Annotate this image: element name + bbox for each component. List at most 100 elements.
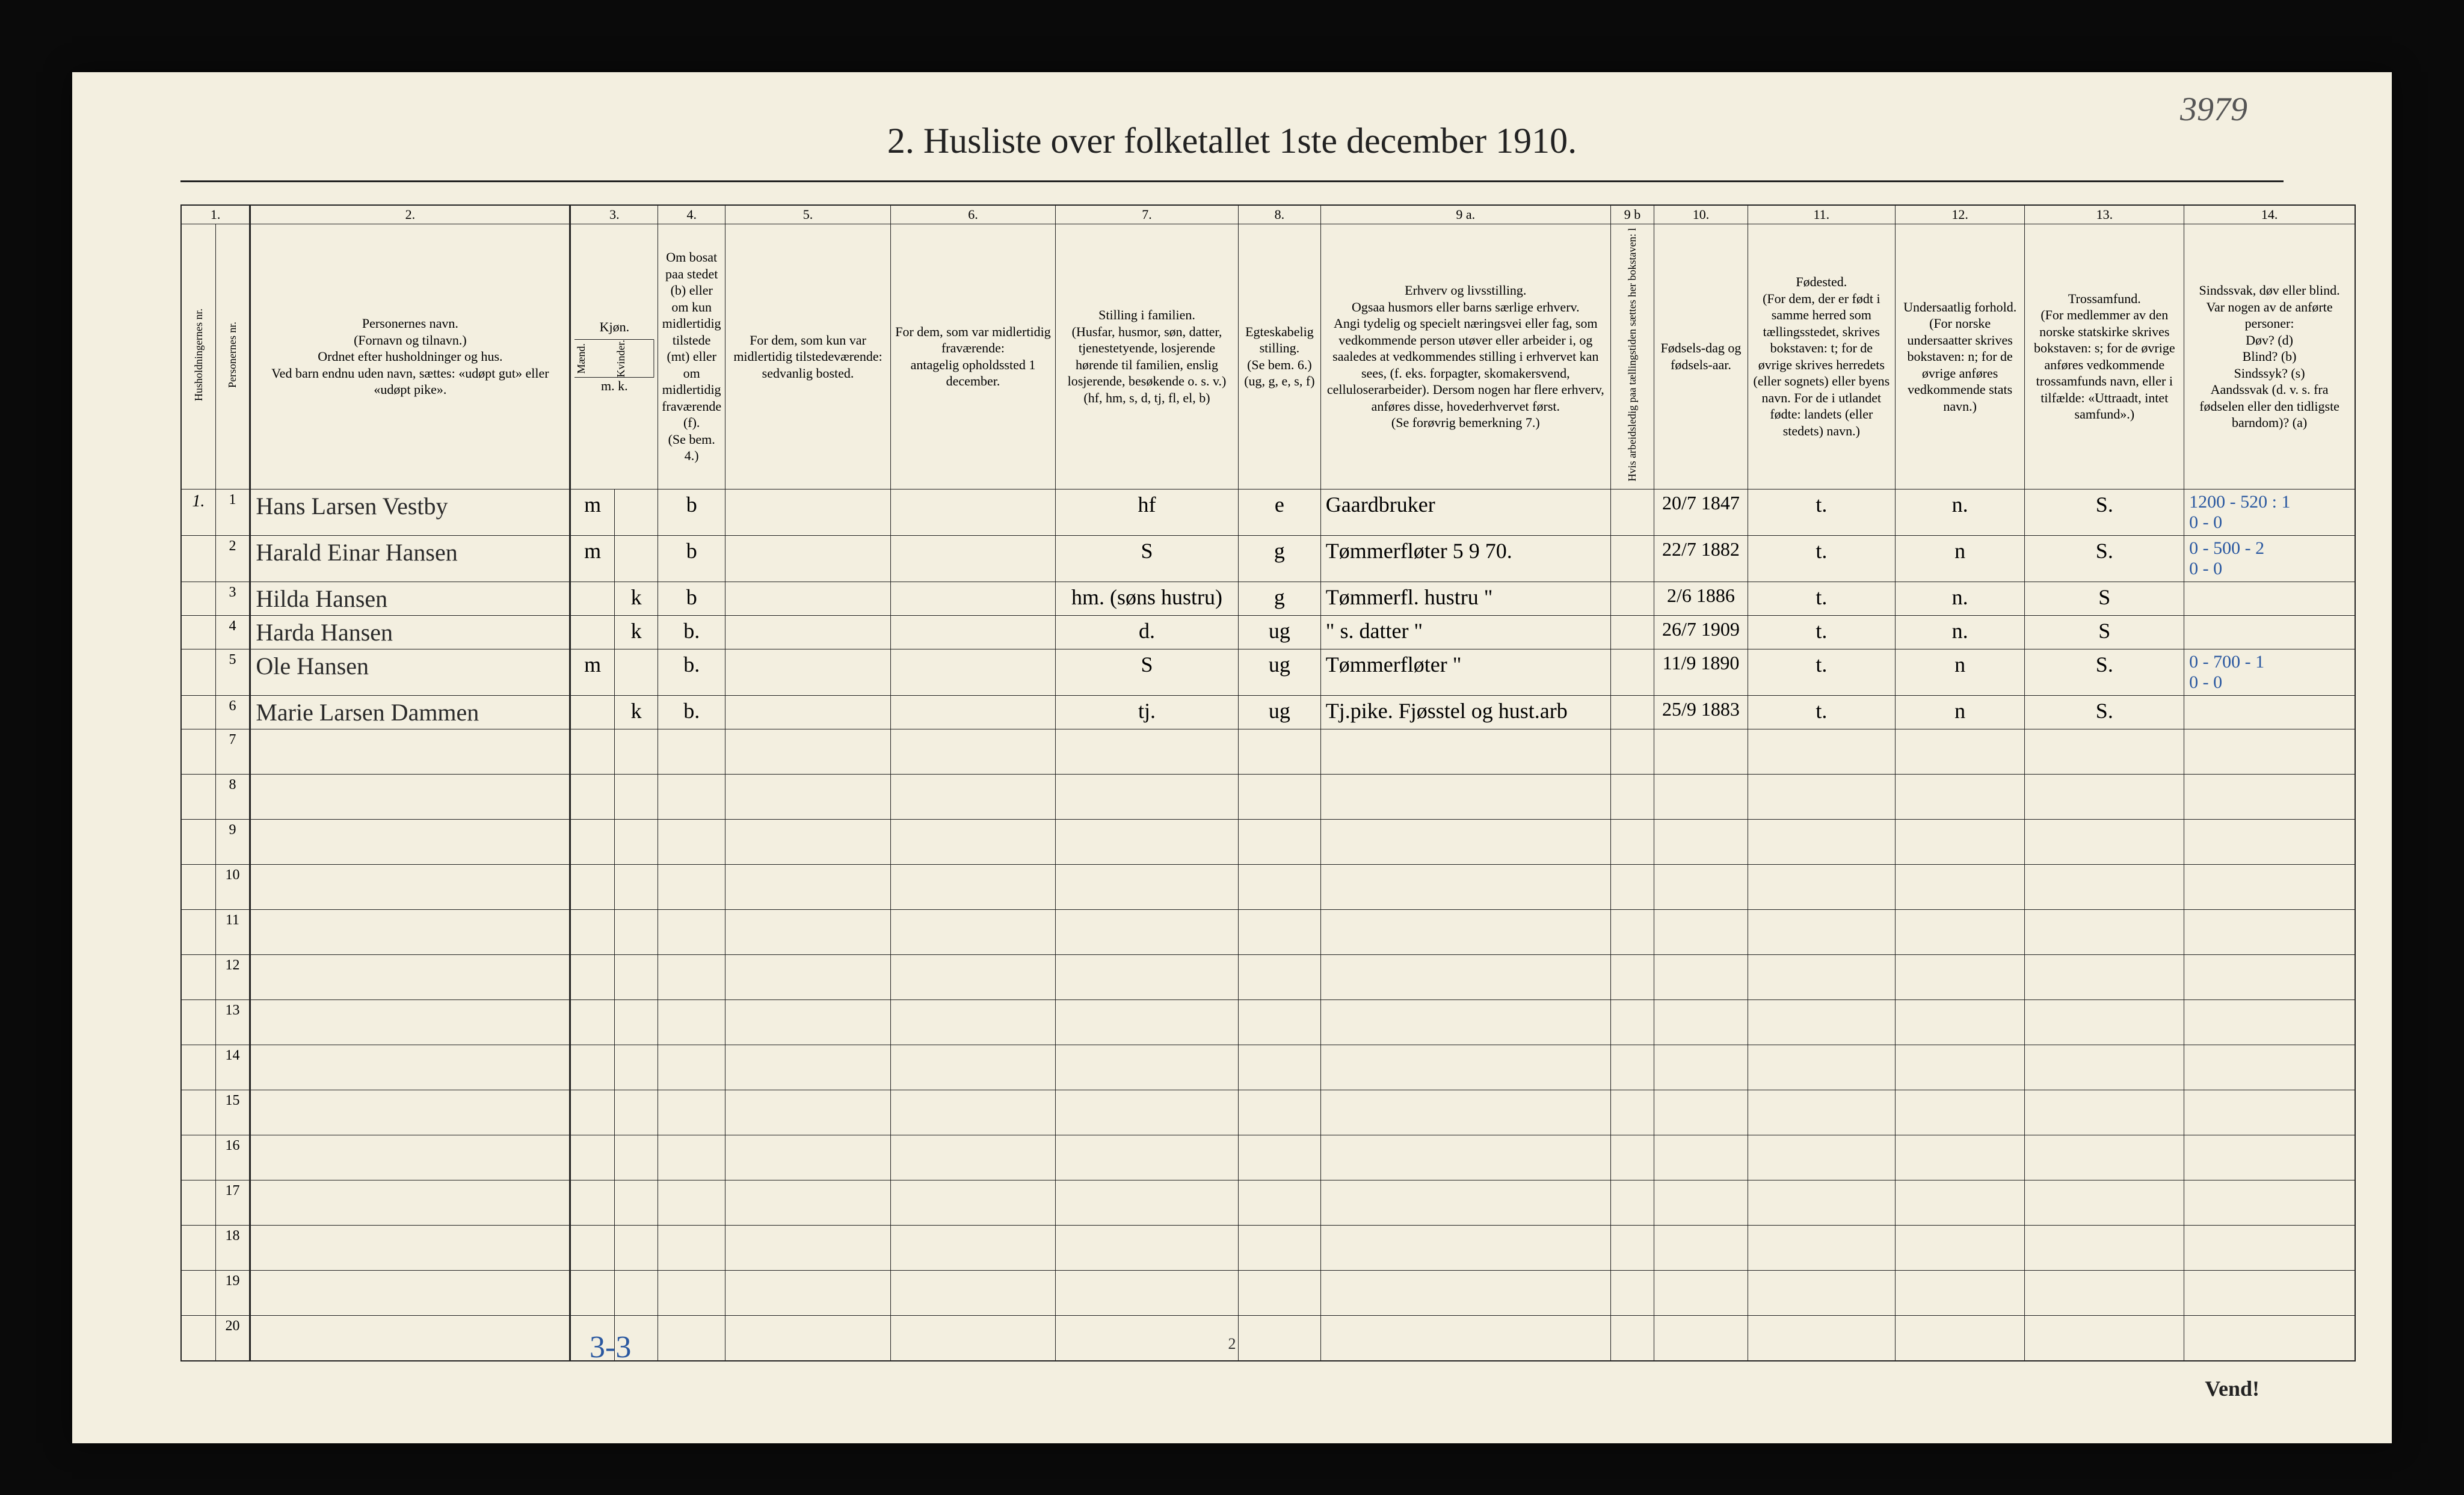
disability-notes [2184, 1270, 2355, 1315]
birth-place [1748, 864, 1895, 909]
sex-k: k [614, 695, 658, 729]
family-position [1056, 1090, 1239, 1135]
household-number [181, 582, 215, 615]
household-number [181, 535, 215, 582]
unemployed-flag [1610, 695, 1654, 729]
table-row: 15 [181, 1090, 2355, 1135]
person-number: 19 [215, 1270, 250, 1315]
printed-page-number: 2 [72, 1335, 2392, 1353]
table-row: 1.1Hans Larsen VestbymbhfeGaardbruker20/… [181, 489, 2355, 535]
birth-date [1654, 864, 1748, 909]
table-row: 4Harda Hansenkb.d.ug" s. datter "26/7 19… [181, 615, 2355, 649]
household-number [181, 1090, 215, 1135]
sex-m [570, 1045, 614, 1090]
title-underline [180, 180, 2284, 182]
person-number: 4 [215, 615, 250, 649]
whereabouts [890, 1090, 1055, 1135]
colnum-7: 7. [1056, 205, 1239, 224]
census-table-body: 1.1Hans Larsen VestbymbhfeGaardbruker20/… [181, 489, 2355, 1361]
religion: S [2025, 615, 2184, 649]
whereabouts [890, 1225, 1055, 1270]
nationality: n [1895, 695, 2025, 729]
sex-m [570, 864, 614, 909]
hdr-hh-nr: Husholdningernes nr. [181, 224, 215, 490]
residence-status [658, 1045, 725, 1090]
birth-date: 26/7 1909 [1654, 615, 1748, 649]
birth-date [1654, 1045, 1748, 1090]
marital-status [1238, 1180, 1320, 1225]
nationality: n. [1895, 489, 2025, 535]
person-number: 10 [215, 864, 250, 909]
disability-notes [2184, 1225, 2355, 1270]
person-name [250, 1270, 570, 1315]
table-row: 10 [181, 864, 2355, 909]
marital-status: g [1238, 582, 1320, 615]
hdr-unemployed: Hvis arbeidsledig paa tællingstiden sætt… [1610, 224, 1654, 490]
residence-status [658, 819, 725, 864]
marital-status: ug [1238, 695, 1320, 729]
table-row: 19 [181, 1270, 2355, 1315]
birth-date [1654, 1180, 1748, 1225]
table-row: 13 [181, 999, 2355, 1045]
nationality [1895, 909, 2025, 954]
marital-status [1238, 1090, 1320, 1135]
occupation [1320, 909, 1610, 954]
marital-status [1238, 1225, 1320, 1270]
table-row: 5Ole Hansenmb.SugTømmerfløter "11/9 1890… [181, 649, 2355, 695]
usual-residence [725, 1090, 891, 1135]
usual-residence [725, 864, 891, 909]
usual-residence [725, 774, 891, 819]
whereabouts [890, 582, 1055, 615]
blue-pencil-note: 3-3 [590, 1330, 631, 1365]
person-name: Harald Einar Hansen [250, 535, 570, 582]
nationality: n. [1895, 615, 2025, 649]
household-number [181, 1045, 215, 1090]
household-number [181, 615, 215, 649]
hdr-nationality: Undersaatlig forhold. (For norske unders… [1895, 224, 2025, 490]
sex-m [570, 695, 614, 729]
marital-status [1238, 1270, 1320, 1315]
disability-notes [2184, 1045, 2355, 1090]
marital-status [1238, 774, 1320, 819]
birth-date: 2/6 1886 [1654, 582, 1748, 615]
birth-place [1748, 729, 1895, 774]
colnum-9a: 9 a. [1320, 205, 1610, 224]
family-position [1056, 954, 1239, 999]
nationality [1895, 729, 2025, 774]
person-number: 7 [215, 729, 250, 774]
nationality: n [1895, 535, 2025, 582]
birth-place [1748, 1045, 1895, 1090]
residence-status: b. [658, 649, 725, 695]
sex-k [614, 864, 658, 909]
whereabouts [890, 615, 1055, 649]
colnum-3: 3. [570, 205, 658, 224]
unemployed-flag [1610, 1225, 1654, 1270]
birth-place: t. [1748, 695, 1895, 729]
usual-residence [725, 535, 891, 582]
family-position [1056, 819, 1239, 864]
birth-place [1748, 1270, 1895, 1315]
occupation [1320, 819, 1610, 864]
occupation: Tj.pike. Fjøsstel og hust.arb [1320, 695, 1610, 729]
person-name [250, 864, 570, 909]
marital-status [1238, 864, 1320, 909]
sex-k [614, 1090, 658, 1135]
disability-notes [2184, 909, 2355, 954]
religion [2025, 999, 2184, 1045]
sex-k [614, 909, 658, 954]
birth-date: 22/7 1882 [1654, 535, 1748, 582]
colnum-14: 14. [2184, 205, 2355, 224]
usual-residence [725, 649, 891, 695]
unemployed-flag [1610, 864, 1654, 909]
birth-place [1748, 819, 1895, 864]
residence-status: b [658, 535, 725, 582]
family-position [1056, 864, 1239, 909]
marital-status: ug [1238, 649, 1320, 695]
usual-residence [725, 1045, 891, 1090]
whereabouts [890, 729, 1055, 774]
sex-k [614, 999, 658, 1045]
person-name [250, 1135, 570, 1180]
usual-residence [725, 615, 891, 649]
unemployed-flag [1610, 535, 1654, 582]
person-number: 12 [215, 954, 250, 999]
